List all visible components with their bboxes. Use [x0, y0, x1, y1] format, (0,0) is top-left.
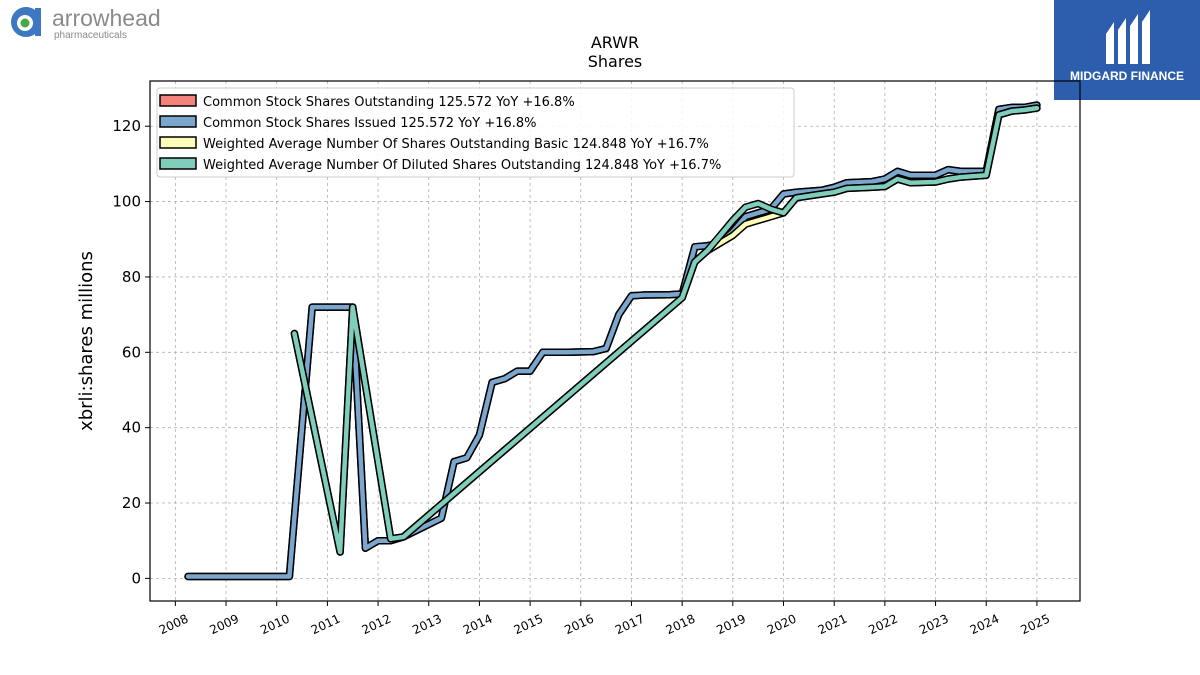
series-line	[292, 105, 1040, 555]
x-tick-label: 2023	[917, 612, 951, 638]
x-tick-label: 2021	[816, 612, 850, 638]
x-tick-label: 2008	[157, 612, 191, 638]
legend-label: Common Stock Shares Issued 125.572 YoY +…	[203, 116, 537, 131]
y-tick-label: 120	[112, 117, 141, 135]
chart-title: ARWR	[591, 33, 639, 52]
y-axis-label: xbrli:shares millions	[76, 251, 97, 431]
chart-subtitle: Shares	[588, 52, 643, 71]
legend-swatch	[159, 157, 197, 170]
x-tick-label: 2018	[664, 612, 698, 638]
y-tick-label: 0	[131, 569, 141, 587]
x-tick-label: 2012	[360, 612, 394, 638]
x-tick-label: 2011	[309, 612, 343, 638]
x-tick-label: 2010	[258, 612, 292, 638]
legend-swatch	[159, 115, 197, 128]
y-tick-label: 40	[122, 419, 141, 437]
y-tick-label: 80	[122, 268, 141, 286]
arrowhead-logo-icon	[11, 7, 41, 37]
x-tick-label: 2020	[765, 612, 799, 638]
x-tick-label: 2013	[410, 612, 444, 638]
x-tick-label: 2017	[613, 612, 647, 638]
midgard-finance-logo: MIDGARD FINANCE	[1054, 0, 1200, 100]
x-tick-label: 2015	[512, 612, 546, 638]
x-tick-label: 2024	[968, 612, 1002, 638]
x-tick-label: 2022	[866, 612, 900, 638]
legend-swatch	[159, 136, 197, 149]
x-axis-ticks: 2008 2009 2010 2011 2012 2013 2014 2015 2016 2017…	[157, 601, 1052, 637]
legend-label: Common Stock Shares Outstanding 125.572 …	[203, 95, 575, 110]
x-tick-label: 2016	[562, 612, 596, 638]
x-tick-label: 2014	[461, 612, 495, 638]
legend-label: Weighted Average Number Of Diluted Share…	[203, 158, 721, 173]
plot-area-frame	[149, 80, 1081, 602]
midgard-logo-mark: MIDGARD FINANCE	[1070, 10, 1184, 83]
y-axis-ticks: 0 20 40 60 80 100 120	[112, 117, 150, 587]
y-tick-label: 100	[112, 193, 141, 211]
series-lines	[184, 101, 1041, 581]
arrowhead-logo: arrowhead pharmaceuticals	[11, 5, 161, 41]
legend-label: Weighted Average Number Of Shares Outsta…	[203, 137, 709, 152]
y-tick-label: 60	[122, 343, 141, 361]
x-tick-label: 2025	[1018, 612, 1052, 638]
legend-box	[156, 87, 795, 178]
midgard-logo-name: MIDGARD FINANCE	[1070, 69, 1184, 83]
legend: Common Stock Shares Outstanding 125.572 …	[156, 87, 795, 178]
x-tick-label: 2009	[208, 612, 242, 638]
arrowhead-logo-name: arrowhead	[52, 5, 161, 31]
y-tick-label: 20	[122, 494, 141, 512]
arrowhead-logo-sub: pharmaceuticals	[54, 30, 127, 41]
legend-swatch	[159, 94, 197, 107]
x-tick-label: 2019	[714, 612, 748, 638]
